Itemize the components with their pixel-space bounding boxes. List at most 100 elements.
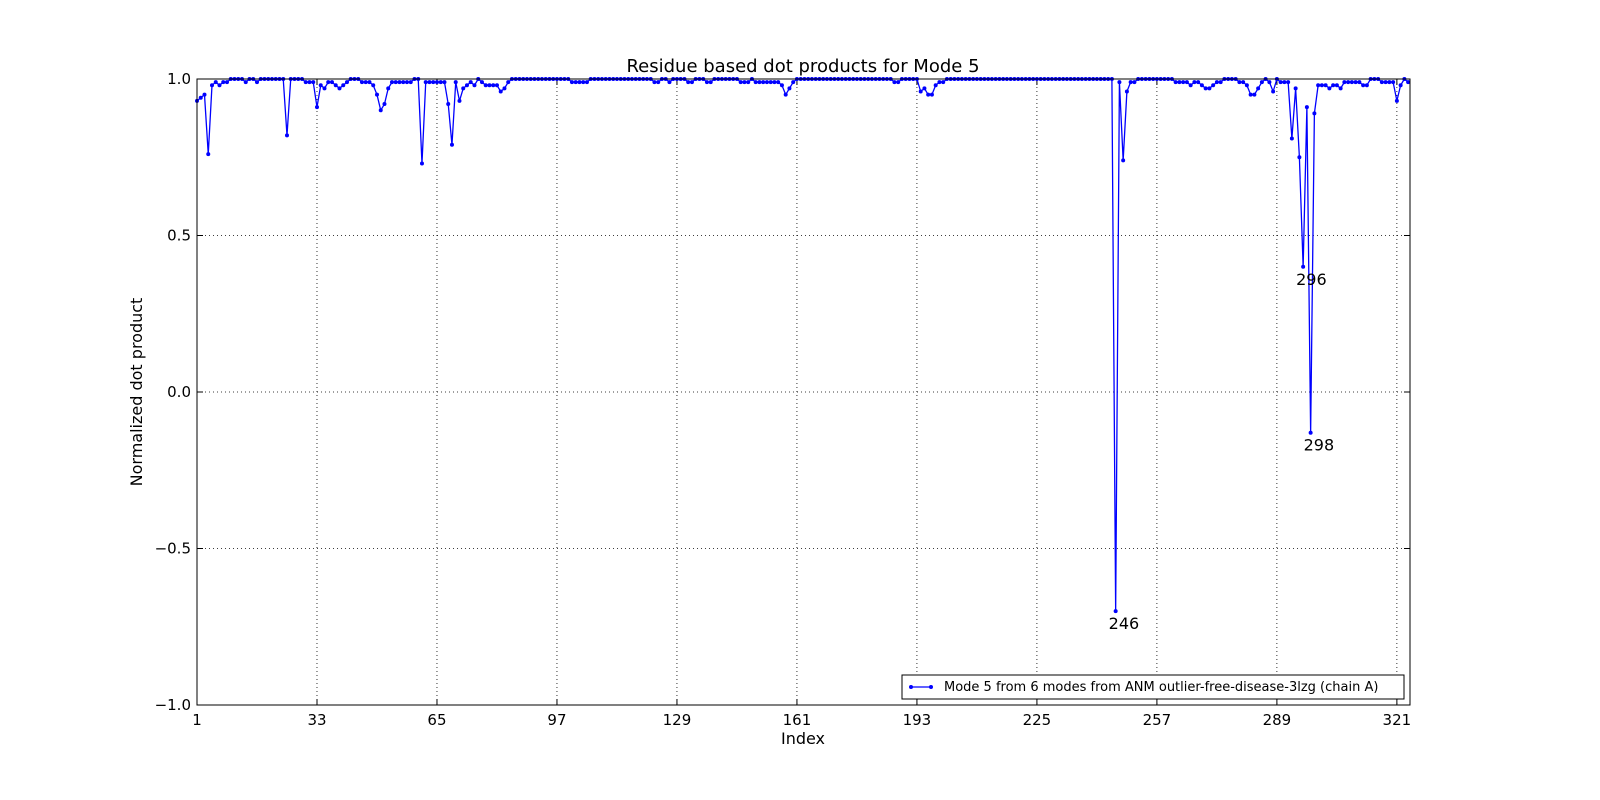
y-tick-label: 1.0 xyxy=(167,70,191,88)
data-point xyxy=(446,102,451,107)
data-point xyxy=(1297,155,1302,160)
data-point xyxy=(206,152,211,157)
data-point xyxy=(1211,83,1216,88)
data-point xyxy=(333,83,338,88)
data-point xyxy=(704,80,709,85)
data-point xyxy=(791,80,796,85)
data-point xyxy=(1241,80,1246,85)
data-point xyxy=(461,86,466,91)
y-tick-label: 0.0 xyxy=(167,383,191,401)
data-point xyxy=(254,80,259,85)
data-point xyxy=(1383,80,1388,85)
data-point xyxy=(326,80,331,85)
data-point xyxy=(772,80,777,85)
data-point xyxy=(1207,86,1212,91)
data-point xyxy=(1391,80,1396,85)
data-point xyxy=(374,92,379,97)
data-point xyxy=(221,80,226,85)
x-tick-label: 321 xyxy=(1383,711,1412,729)
data-point xyxy=(1132,80,1137,85)
data-point xyxy=(742,80,747,85)
data-point xyxy=(1199,83,1204,88)
data-point xyxy=(213,80,218,85)
data-point xyxy=(892,80,897,85)
x-tick-label: 33 xyxy=(307,711,326,729)
data-point xyxy=(449,142,454,147)
data-point xyxy=(896,80,901,85)
data-point xyxy=(479,80,484,85)
data-point xyxy=(1398,83,1403,88)
y-axis-label: Normalized dot product xyxy=(127,298,146,487)
data-point xyxy=(303,80,308,85)
data-point xyxy=(1124,89,1129,94)
data-point xyxy=(438,80,443,85)
legend-box xyxy=(901,674,1405,700)
data-point xyxy=(1308,430,1313,435)
data-point xyxy=(464,83,469,88)
legend: Mode 5 from 6 modes from ANM outlier-fre… xyxy=(901,674,1405,700)
x-axis-label: Index xyxy=(781,729,825,748)
data-point xyxy=(1319,83,1324,88)
data-point xyxy=(1218,80,1223,85)
data-point xyxy=(386,86,391,91)
data-point xyxy=(453,80,458,85)
plot-frame xyxy=(196,78,1411,706)
data-point xyxy=(427,80,432,85)
legend-marker xyxy=(929,685,933,689)
data-point xyxy=(431,80,436,85)
data-point xyxy=(393,80,398,85)
data-point xyxy=(1387,80,1392,85)
data-point xyxy=(584,80,589,85)
data-point xyxy=(1177,80,1182,85)
data-point xyxy=(344,80,349,85)
data-point xyxy=(1394,98,1399,103)
data-point xyxy=(337,86,342,91)
data-point xyxy=(1282,80,1287,85)
data-point xyxy=(1406,80,1411,85)
data-point xyxy=(1361,83,1366,88)
data-point xyxy=(1188,83,1193,88)
data-point xyxy=(1173,80,1178,85)
data-point xyxy=(506,80,511,85)
x-tick-label: 161 xyxy=(783,711,812,729)
data-point xyxy=(1259,80,1264,85)
y-tick-label: 0.5 xyxy=(167,227,191,245)
annotation: 298 xyxy=(1304,436,1335,455)
data-point xyxy=(918,89,923,94)
data-point xyxy=(363,80,368,85)
data-point xyxy=(783,92,788,97)
data-point xyxy=(502,86,507,91)
data-point xyxy=(1113,609,1118,614)
x-tick-label: 257 xyxy=(1143,711,1172,729)
data-point xyxy=(1312,111,1317,116)
data-point xyxy=(1121,158,1126,163)
data-point xyxy=(494,83,499,88)
data-point xyxy=(1334,83,1339,88)
data-point xyxy=(787,86,792,91)
data-point xyxy=(378,108,383,113)
data-point xyxy=(307,80,312,85)
data-point xyxy=(1338,86,1343,91)
data-point xyxy=(1357,80,1362,85)
data-point xyxy=(929,92,934,97)
data-point xyxy=(1117,80,1122,85)
data-point xyxy=(1203,86,1208,91)
data-point xyxy=(1237,80,1242,85)
data-point xyxy=(224,80,229,85)
data-point xyxy=(933,83,938,88)
data-point xyxy=(284,133,289,138)
data-point xyxy=(577,80,582,85)
data-point xyxy=(1244,83,1249,88)
x-tick-label: 193 xyxy=(903,711,932,729)
data-point xyxy=(1128,80,1133,85)
data-point xyxy=(738,80,743,85)
data-point xyxy=(318,83,323,88)
data-point xyxy=(1271,89,1276,94)
data-point xyxy=(1301,264,1306,269)
data-point xyxy=(761,80,766,85)
data-point xyxy=(686,80,691,85)
data-point xyxy=(1327,86,1332,91)
data-point xyxy=(329,80,334,85)
data-point xyxy=(217,83,222,88)
